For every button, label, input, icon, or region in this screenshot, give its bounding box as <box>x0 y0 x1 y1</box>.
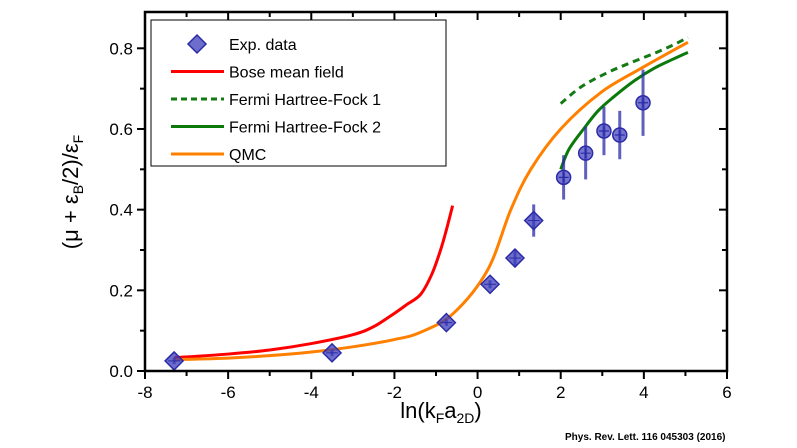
data-point <box>577 126 594 180</box>
x-tick-label: -6 <box>221 383 236 402</box>
data-point <box>555 155 572 200</box>
series-line-fermi-hartree-fock-1 <box>559 36 689 105</box>
x-tick-label: 2 <box>556 383 565 402</box>
citation: Phys. Rev. Lett. 116 045303 (2016) <box>565 432 725 443</box>
x-tick-label: -8 <box>137 383 152 402</box>
data-point <box>611 110 628 160</box>
legend-label: Bose mean field <box>229 65 344 82</box>
marker-cross <box>558 172 569 183</box>
legend-item-fermi-hartree-fock-1: Fermi Hartree-Fock 1 <box>171 92 381 109</box>
legend-item-qmc: QMC <box>171 147 266 164</box>
y-axis-title: (μ + εB/2)/εF <box>58 135 86 249</box>
data-point <box>164 350 185 371</box>
legend-item-exp-data: Exp. data <box>186 33 297 55</box>
marker-cross <box>638 97 649 108</box>
x-tick-label: -4 <box>304 383 319 402</box>
y-tick-label: 0.8 <box>109 39 133 58</box>
data-point <box>322 342 343 363</box>
x-tick-label: -2 <box>387 383 402 402</box>
y-tick-label: 0.0 <box>109 362 133 381</box>
legend-label: Fermi Hartree-Fock 2 <box>229 120 381 137</box>
legend-item-bose-mean-field: Bose mean field <box>171 65 344 82</box>
y-tick-label: 0.4 <box>109 201 133 220</box>
data-point <box>523 204 544 237</box>
legend: Exp. data Bose mean field Fermi Hartree-Fo… <box>150 19 447 167</box>
x-tick-label: 4 <box>639 383 648 402</box>
x-axis-title: ln(kFa2D) <box>400 398 482 426</box>
data-point <box>596 106 612 156</box>
data-point <box>479 274 501 295</box>
x-tick-label: 6 <box>722 383 731 402</box>
legend-label: Fermi Hartree-Fock 1 <box>229 92 381 109</box>
axis-ticks: -8 -6 -4 -2 0 2 4 6 0.0 0.2 0.4 0.6 0.8 <box>109 12 732 402</box>
marker-cross <box>614 130 625 141</box>
series-line-fermi-hartree-fock-2 <box>559 50 689 170</box>
legend-label: QMC <box>229 147 266 164</box>
series-line-qmc <box>174 40 689 362</box>
data-point <box>504 247 526 269</box>
marker-cross <box>580 148 591 159</box>
marker-cross <box>598 125 609 136</box>
data-point <box>436 312 457 333</box>
legend-swatch-diamond <box>186 33 208 55</box>
data-point <box>635 69 651 136</box>
y-tick-label: 0.6 <box>109 120 133 139</box>
x-tick-label: 0 <box>473 383 482 402</box>
plot-marks <box>164 36 689 371</box>
series-line-bose-mean-field <box>173 205 455 360</box>
legend-item-fermi-hartree-fock-2: Fermi Hartree-Fock 2 <box>171 120 381 137</box>
legend-label: Exp. data <box>229 37 297 54</box>
y-tick-label: 0.2 <box>109 281 133 300</box>
